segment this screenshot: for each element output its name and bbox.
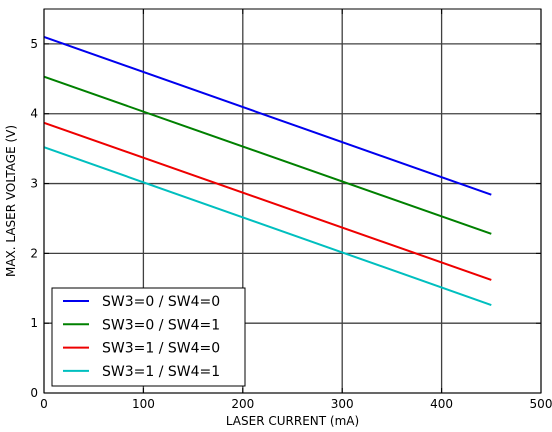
y-tick-label: 5 — [30, 37, 38, 51]
tick-labels: 0 100 200 300 400 500 0 1 2 3 4 5 — [30, 37, 552, 411]
axis-ticks — [43, 9, 542, 394]
plot-frame — [43, 8, 542, 394]
x-tick-label: 0 — [40, 397, 48, 411]
legend-label: SW3=1 / SW4=1 — [102, 364, 220, 380]
y-tick-label: 0 — [30, 386, 38, 400]
legend-label: SW3=0 / SW4=0 — [102, 294, 220, 310]
y-tick-label: 4 — [30, 107, 38, 121]
x-tick-label: 300 — [331, 397, 354, 411]
series-line — [43, 35, 492, 196]
y-tick-label: 1 — [30, 316, 38, 330]
y-tick-label: 2 — [30, 246, 38, 260]
y-tick-label: 3 — [30, 177, 38, 191]
legend-label: SW3=1 / SW4=0 — [102, 341, 220, 357]
legend: SW3=0 / SW4=0 SW3=0 / SW4=1 SW3=1 / SW4=0 S… — [51, 287, 246, 387]
series-line — [43, 146, 492, 306]
x-tick-label: 200 — [231, 397, 254, 411]
series-lines — [43, 35, 492, 306]
legend-box — [51, 287, 246, 387]
series-line — [43, 75, 492, 235]
x-axis-label: LASER CURRENT (mA) — [226, 414, 359, 428]
series-line — [43, 121, 492, 281]
legend-label: SW3=0 / SW4=1 — [102, 317, 220, 333]
x-tick-label: 500 — [530, 397, 552, 411]
x-tick-label: 100 — [132, 397, 155, 411]
y-axis-label: MAX. LASER VOLTAGE (V) — [4, 125, 18, 277]
x-tick-label: 400 — [430, 397, 453, 411]
